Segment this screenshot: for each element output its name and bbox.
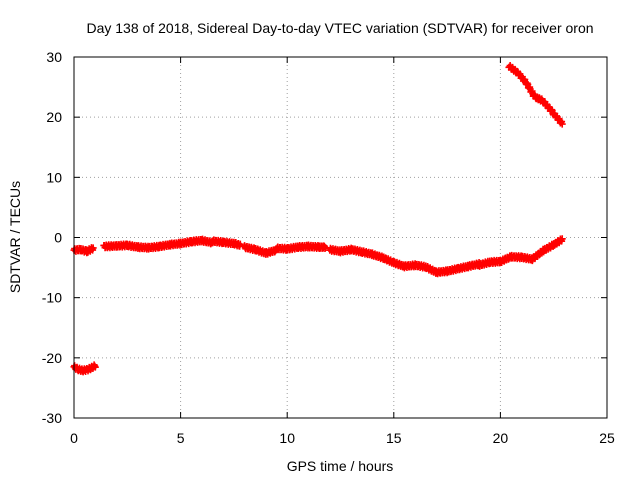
x-tick-label: 15: [386, 430, 402, 446]
plot-frame: [73, 56, 608, 419]
data-point: [558, 235, 566, 243]
data-point: [89, 244, 97, 252]
y-tick-label: 20: [46, 109, 62, 125]
x-tick-label: 20: [493, 430, 509, 446]
data-segment: [209, 236, 244, 250]
grid-lines: [74, 57, 607, 418]
x-axis-label: GPS time / hours: [287, 458, 394, 474]
x-tick-label: 5: [177, 430, 185, 446]
data-segment: [70, 361, 99, 376]
y-tick-label: 30: [46, 49, 62, 65]
y-tick-label: -30: [42, 410, 62, 426]
x-tick-label: 25: [599, 430, 615, 446]
y-tick-label: 10: [46, 169, 62, 185]
data-segment: [326, 244, 483, 278]
data-point: [91, 363, 99, 371]
x-tick-label: 10: [279, 430, 295, 446]
data-segment: [70, 244, 97, 257]
data-segment: [505, 62, 566, 128]
axis-ticks: 0 5 10 15 20 25 -30 -20 -10 0 10 20 30: [42, 49, 615, 446]
data-point: [236, 240, 244, 248]
y-axis-label: SDTVAR / TECUs: [7, 181, 23, 293]
data-segment: [475, 235, 566, 270]
y-tick-label: -20: [42, 350, 62, 366]
data-series: [70, 62, 566, 376]
x-tick-label: 0: [70, 430, 78, 446]
y-tick-label: -10: [42, 290, 62, 306]
data-segment: [100, 235, 217, 253]
y-tick-label: 0: [54, 230, 62, 246]
data-point: [558, 120, 566, 128]
data-segment: [273, 241, 330, 254]
chart-title: Day 138 of 2018, Sidereal Day-to-day VTE…: [86, 20, 593, 36]
